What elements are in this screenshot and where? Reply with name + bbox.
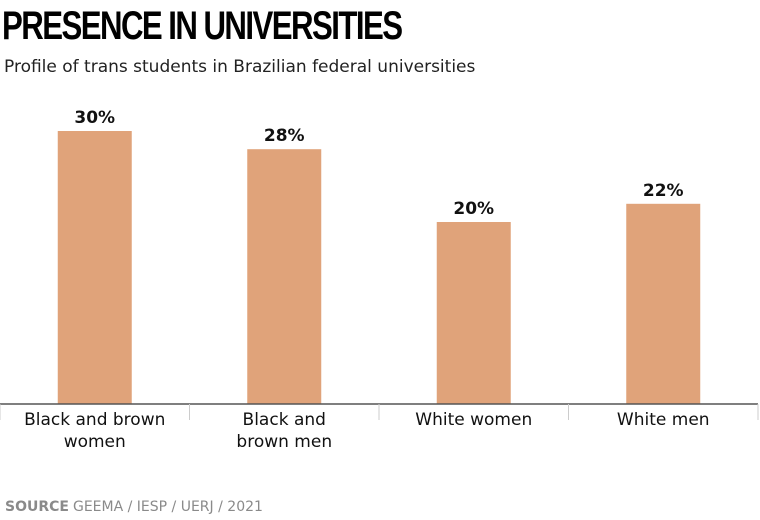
category-label: Black and brown women <box>24 410 165 452</box>
source-note: SOURCE GEEMA / IESP / UERJ / 2021 <box>5 497 263 517</box>
value-labels-group: 30% 28% 20% 22% <box>74 108 683 219</box>
bar-value-label: 22% <box>643 181 684 201</box>
bar <box>436 222 511 404</box>
category-label: White women <box>415 410 532 430</box>
bar-value-label: 28% <box>264 126 305 146</box>
category-label-line: brown men <box>236 432 332 452</box>
category-label-line: White men <box>617 410 710 430</box>
chart-subtitle: Profile of trans students in Brazilian f… <box>4 57 476 77</box>
category-label: White men <box>617 410 710 430</box>
bar-value-label: 20% <box>453 199 494 219</box>
source-label: SOURCE <box>5 499 69 515</box>
category-label-line: Black and <box>243 410 326 430</box>
bar <box>247 149 322 404</box>
bars-group <box>57 131 701 404</box>
chart-title: PRESENCE IN UNIVERSITIES <box>2 4 403 48</box>
category-labels-group: Black and brown women Black and brown men Wh… <box>24 410 709 452</box>
bar <box>57 131 132 404</box>
bar-value-label: 30% <box>74 108 115 128</box>
category-label-line: Black and brown <box>24 410 165 430</box>
category-label-line: women <box>64 432 126 452</box>
bar <box>626 203 701 404</box>
category-label-line: White women <box>415 410 532 430</box>
x-axis-ticks <box>0 404 759 420</box>
source-text: GEEMA / IESP / UERJ / 2021 <box>72 499 263 515</box>
category-label: Black and brown men <box>236 410 332 452</box>
